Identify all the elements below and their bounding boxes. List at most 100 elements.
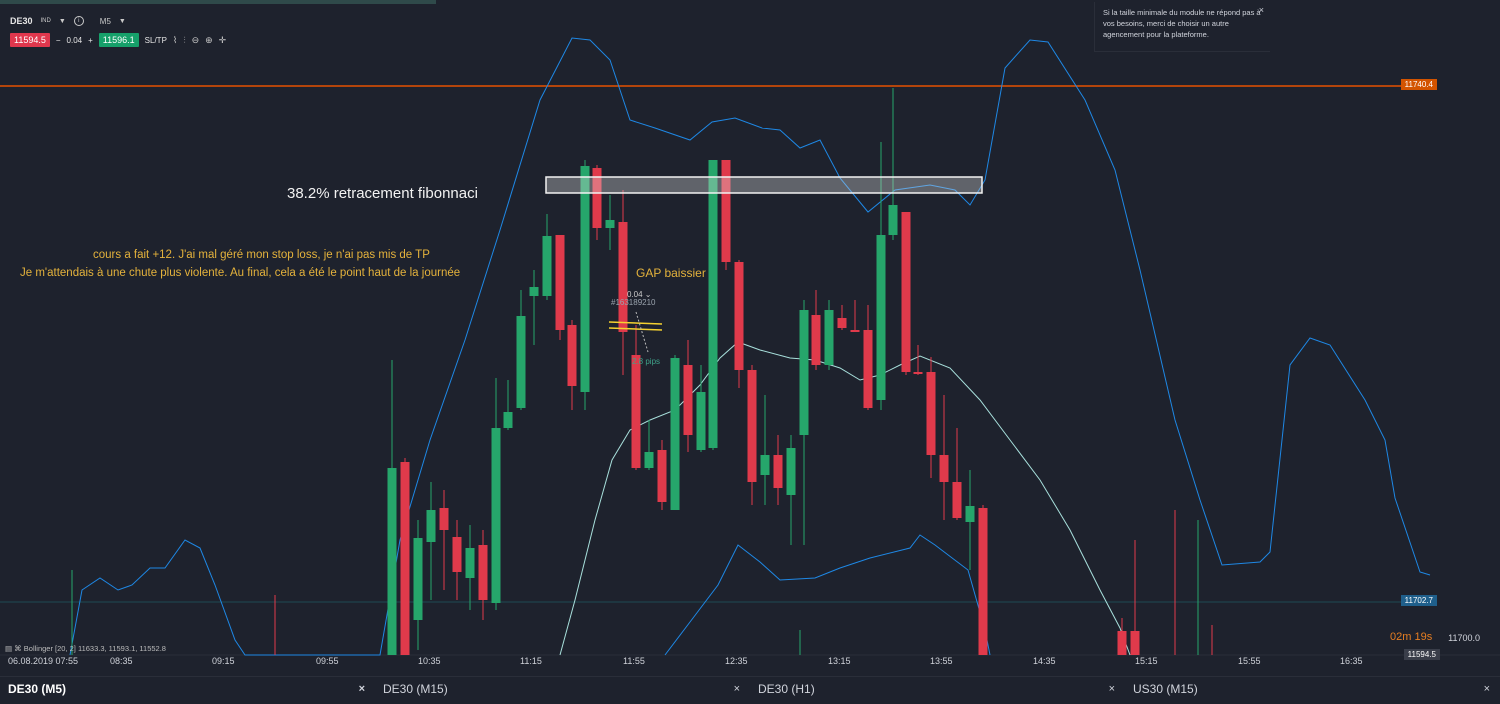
candle bbox=[605, 195, 615, 250]
candle bbox=[837, 305, 847, 330]
candle bbox=[978, 505, 988, 655]
price-label-blue: 11702.7 bbox=[1400, 595, 1437, 606]
candle-body bbox=[965, 506, 975, 522]
trade-line bbox=[608, 321, 663, 325]
tab-de30-m15[interactable]: DE30 (M15) × bbox=[375, 677, 750, 704]
timeframe-selector[interactable]: M5 bbox=[99, 16, 111, 26]
candle bbox=[901, 212, 911, 375]
notice-panel: Si la taille minimale du module ne répon… bbox=[1094, 2, 1270, 52]
candle-body bbox=[824, 310, 834, 365]
candle-body bbox=[799, 310, 809, 435]
candle-body bbox=[631, 355, 641, 468]
chart-tabs: DE30 (M5) × DE30 (M15) × DE30 (H1) × US3… bbox=[0, 676, 1500, 704]
candle bbox=[657, 440, 667, 510]
tab-label: DE30 (M5) bbox=[8, 682, 67, 696]
candle bbox=[683, 340, 693, 452]
candle bbox=[913, 345, 923, 375]
candle-body bbox=[400, 462, 410, 655]
chart-toolbar: DE30 IND ▼ i M5 ▼ 11594.5 − 0.04 + 11596… bbox=[0, 12, 600, 52]
time-axis-label: 13:55 bbox=[930, 656, 953, 666]
annotation-line-2: Je m'attendais à une chute plus violente… bbox=[20, 267, 461, 279]
candle-body bbox=[760, 455, 770, 475]
candle bbox=[400, 458, 410, 655]
candle bbox=[439, 490, 449, 590]
plus-icon[interactable]: + bbox=[88, 35, 93, 45]
candle bbox=[516, 290, 526, 410]
price-label-level: 11740.4 bbox=[1400, 79, 1437, 90]
candle bbox=[452, 520, 462, 600]
close-icon[interactable]: × bbox=[1108, 683, 1115, 695]
time-axis-label: 15:55 bbox=[1238, 656, 1261, 666]
current-price-label: 11594.5 bbox=[1403, 649, 1440, 660]
tab-label: US30 (M15) bbox=[1133, 682, 1198, 696]
candle-body bbox=[644, 452, 654, 468]
close-icon[interactable]: × bbox=[733, 683, 740, 695]
tab-label: DE30 (H1) bbox=[758, 682, 815, 696]
candle bbox=[387, 360, 397, 655]
candle bbox=[631, 325, 641, 470]
zoom-in-icon[interactable]: ⊕ bbox=[205, 34, 213, 45]
candle bbox=[786, 435, 796, 545]
bollinger-legend[interactable]: ▤ ⌘ Bollinger [20, 2] 11633.3, 11593.1, … bbox=[5, 644, 166, 653]
time-axis[interactable]: 06.08.2019 07:55 08:35 09:15 09:55 10:35 11:1… bbox=[0, 655, 1500, 669]
candle bbox=[618, 190, 628, 375]
symbol-suffix: IND bbox=[40, 18, 51, 24]
candle-body bbox=[1117, 631, 1127, 655]
close-icon[interactable]: × bbox=[1258, 5, 1264, 15]
indicators-icon[interactable]: ⫶ bbox=[183, 34, 186, 45]
candle bbox=[799, 300, 809, 545]
chart-type-icon[interactable]: ⌇ bbox=[172, 34, 178, 45]
candle bbox=[696, 365, 706, 452]
chevron-down-icon[interactable]: ▼ bbox=[118, 17, 126, 25]
candle-body bbox=[452, 537, 462, 572]
candle-body bbox=[913, 372, 923, 374]
fib-label: 38.2% retracement fibonnaci bbox=[287, 185, 478, 202]
crosshair-icon[interactable]: ✛ bbox=[218, 34, 227, 45]
minus-icon[interactable]: − bbox=[55, 35, 61, 45]
close-icon[interactable]: × bbox=[358, 683, 365, 695]
candle bbox=[863, 305, 873, 410]
candle-body bbox=[747, 370, 757, 482]
candle bbox=[567, 320, 577, 410]
candle-body bbox=[837, 318, 847, 328]
indicator-icon[interactable]: ▤ ⌘ bbox=[5, 644, 22, 653]
y-axis-label: 11700.0 bbox=[1448, 633, 1480, 643]
chevron-down-icon[interactable]: ▼ bbox=[58, 17, 66, 25]
candle-body bbox=[978, 508, 988, 655]
candle-body bbox=[901, 212, 911, 372]
trade-size-label: 0.04 ⌄ bbox=[627, 290, 652, 299]
candle bbox=[926, 357, 936, 478]
candle-body bbox=[439, 508, 449, 530]
tab-us30-m15[interactable]: US30 (M15) × bbox=[1125, 677, 1500, 704]
candle bbox=[580, 160, 590, 410]
sltp-button[interactable]: SL/TP bbox=[144, 35, 167, 45]
candle-body bbox=[939, 455, 949, 482]
info-icon[interactable]: i bbox=[73, 16, 84, 26]
candle bbox=[529, 270, 539, 345]
gap-label: GAP baissier bbox=[636, 266, 706, 280]
candle-body bbox=[555, 235, 565, 330]
close-icon[interactable]: × bbox=[1483, 683, 1490, 695]
candle bbox=[644, 420, 654, 470]
bollinger-upper-band bbox=[69, 37, 1431, 656]
trade-id-label: #163189210 bbox=[611, 298, 656, 307]
candle bbox=[888, 88, 898, 240]
time-axis-label: 11:55 bbox=[623, 656, 645, 666]
tab-de30-m5[interactable]: DE30 (M5) × bbox=[0, 677, 375, 704]
candle bbox=[491, 378, 501, 610]
candle-body bbox=[850, 330, 860, 332]
volume-value[interactable]: 0.04 bbox=[66, 35, 83, 45]
candle-body bbox=[734, 262, 744, 370]
candle-body bbox=[888, 205, 898, 235]
time-axis-label: 16:35 bbox=[1340, 656, 1363, 666]
candle bbox=[939, 395, 949, 520]
buy-button[interactable]: 11596.1 bbox=[98, 33, 139, 47]
time-axis-label: 13:15 bbox=[828, 656, 851, 666]
zoom-out-icon[interactable]: ⊖ bbox=[191, 34, 200, 45]
notice-text: Si la taille minimale du module ne répon… bbox=[1103, 8, 1261, 39]
tab-de30-h1[interactable]: DE30 (H1) × bbox=[750, 677, 1125, 704]
symbol-name[interactable]: DE30 bbox=[10, 16, 33, 26]
sell-button[interactable]: 11594.5 bbox=[10, 33, 50, 47]
candle bbox=[413, 520, 423, 650]
